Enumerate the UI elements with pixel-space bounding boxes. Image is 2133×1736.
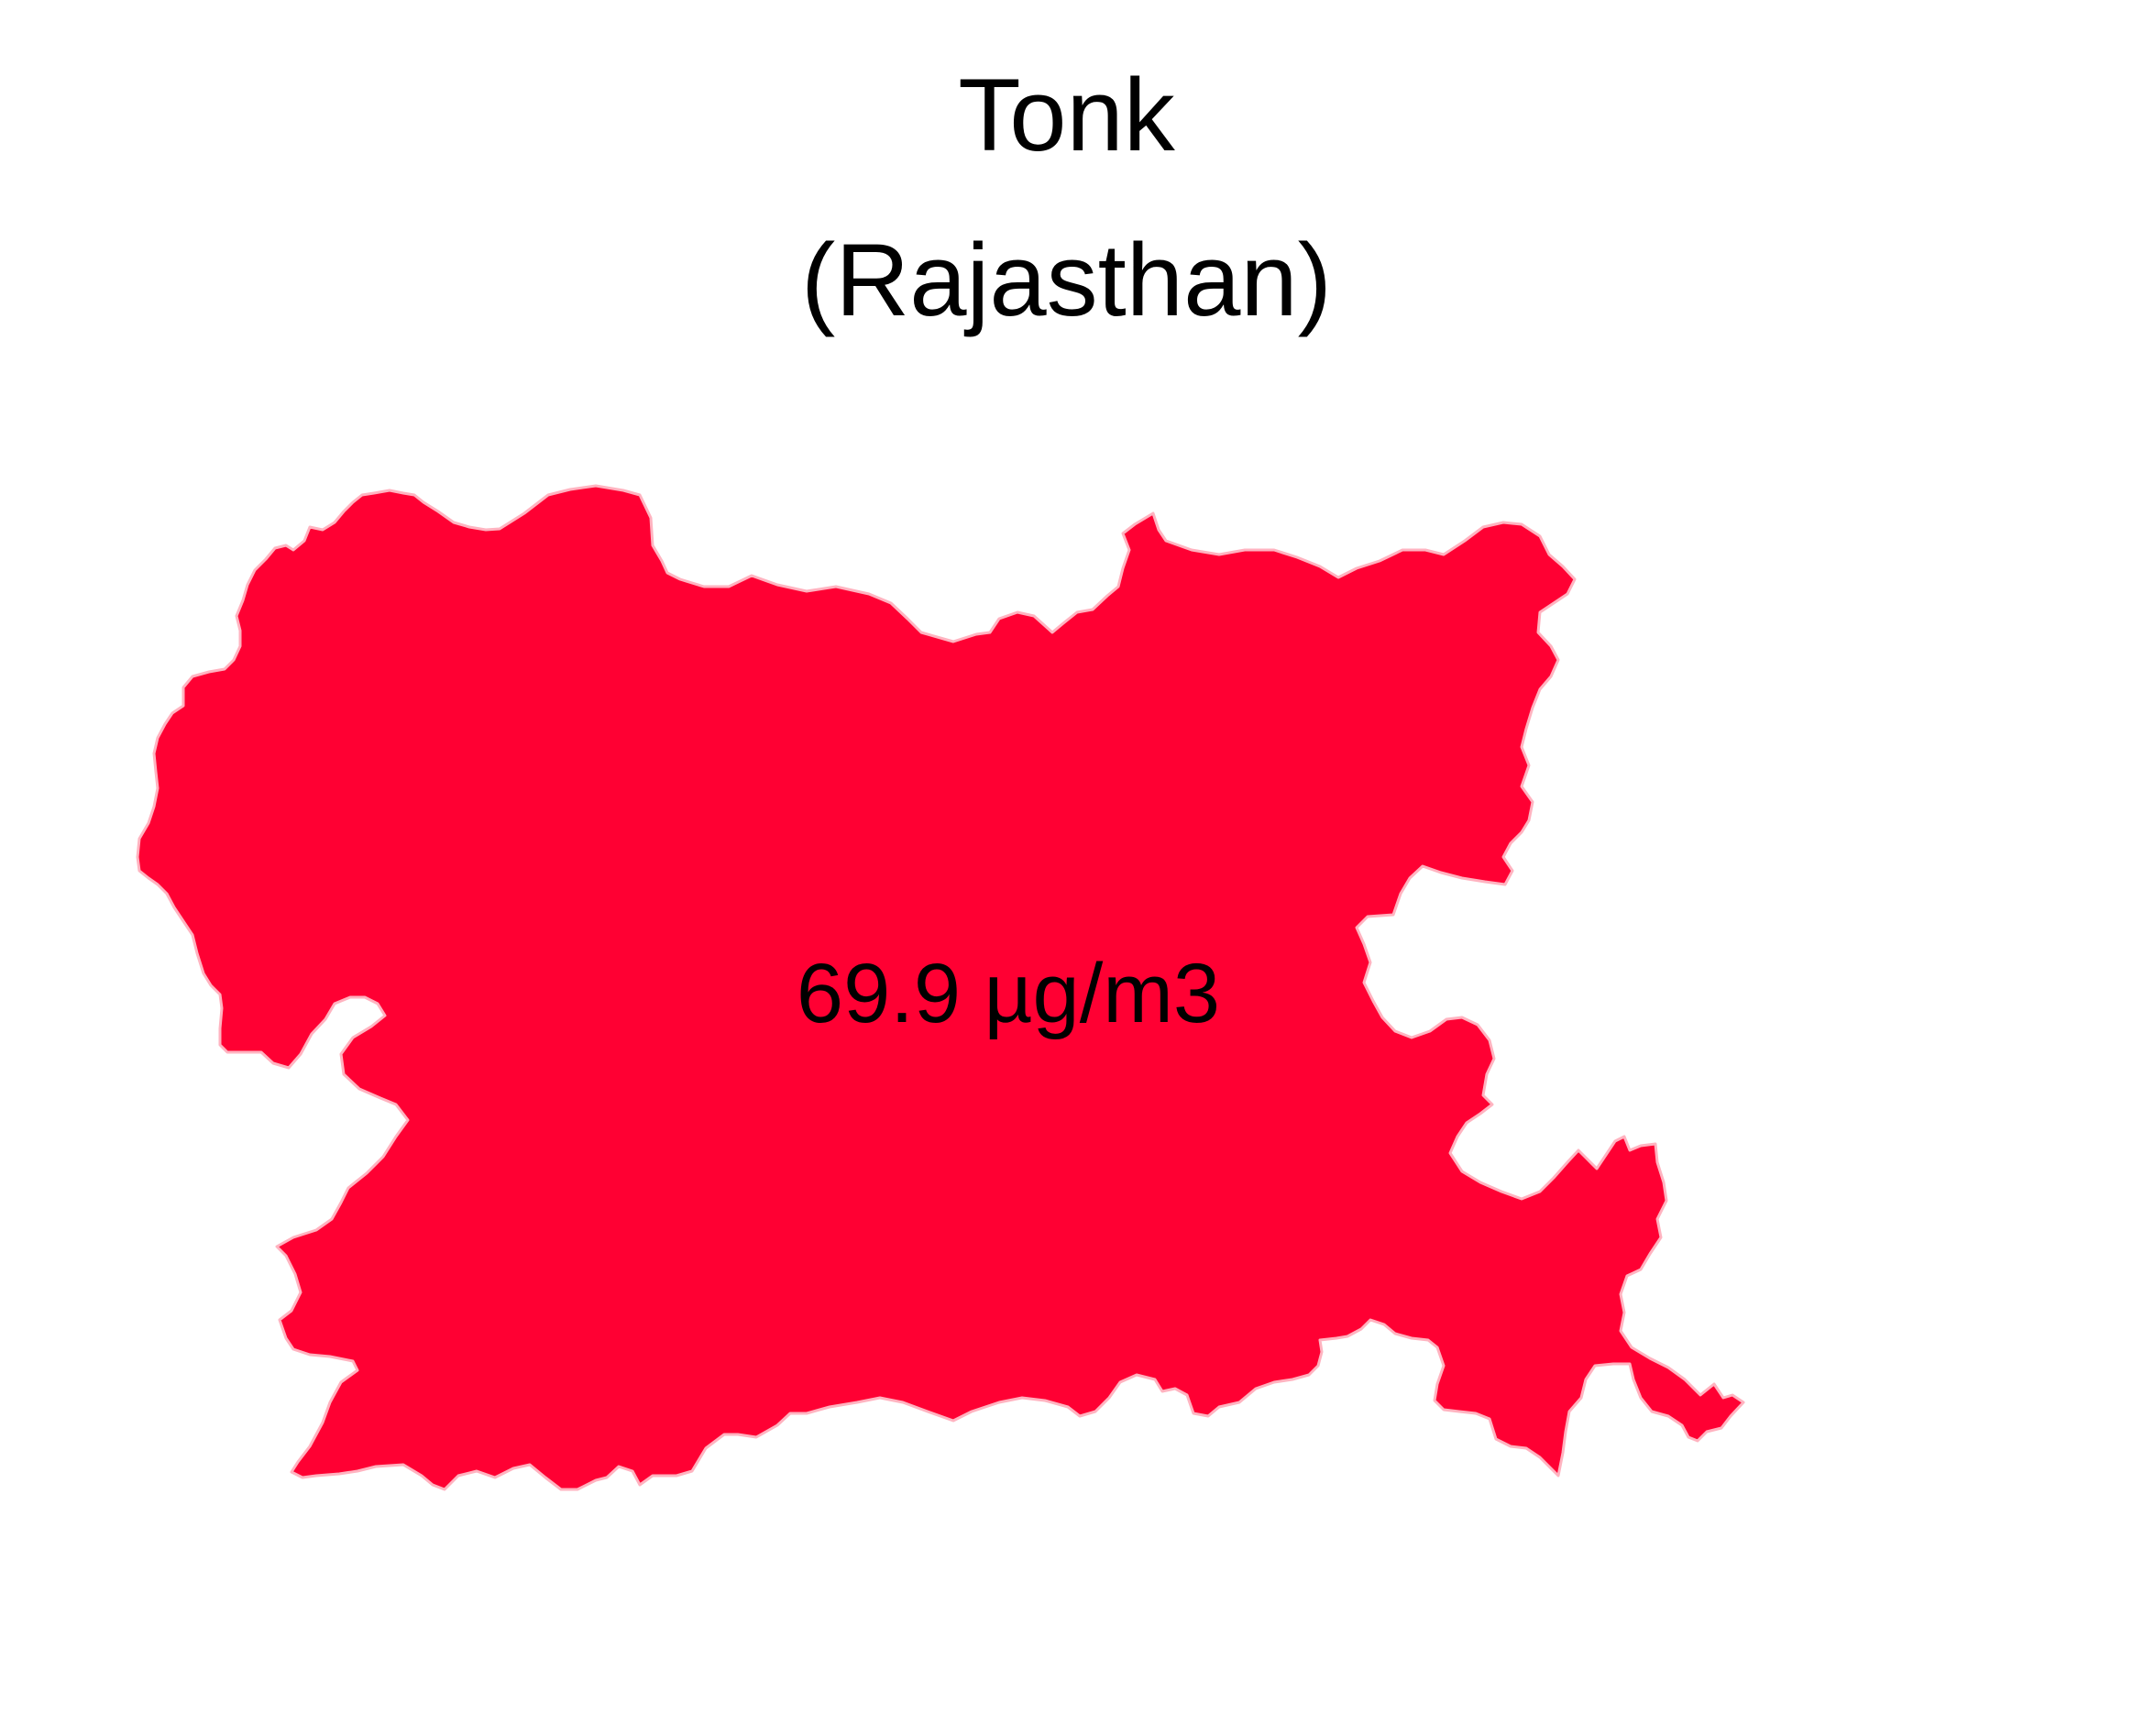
region-value-text: 69.9 µg/m3 [796, 947, 1221, 1040]
map-title: Tonk [958, 58, 1175, 172]
district-shape-tonk [136, 484, 1745, 1491]
map-subtitle: (Rajasthan) [801, 223, 1332, 337]
